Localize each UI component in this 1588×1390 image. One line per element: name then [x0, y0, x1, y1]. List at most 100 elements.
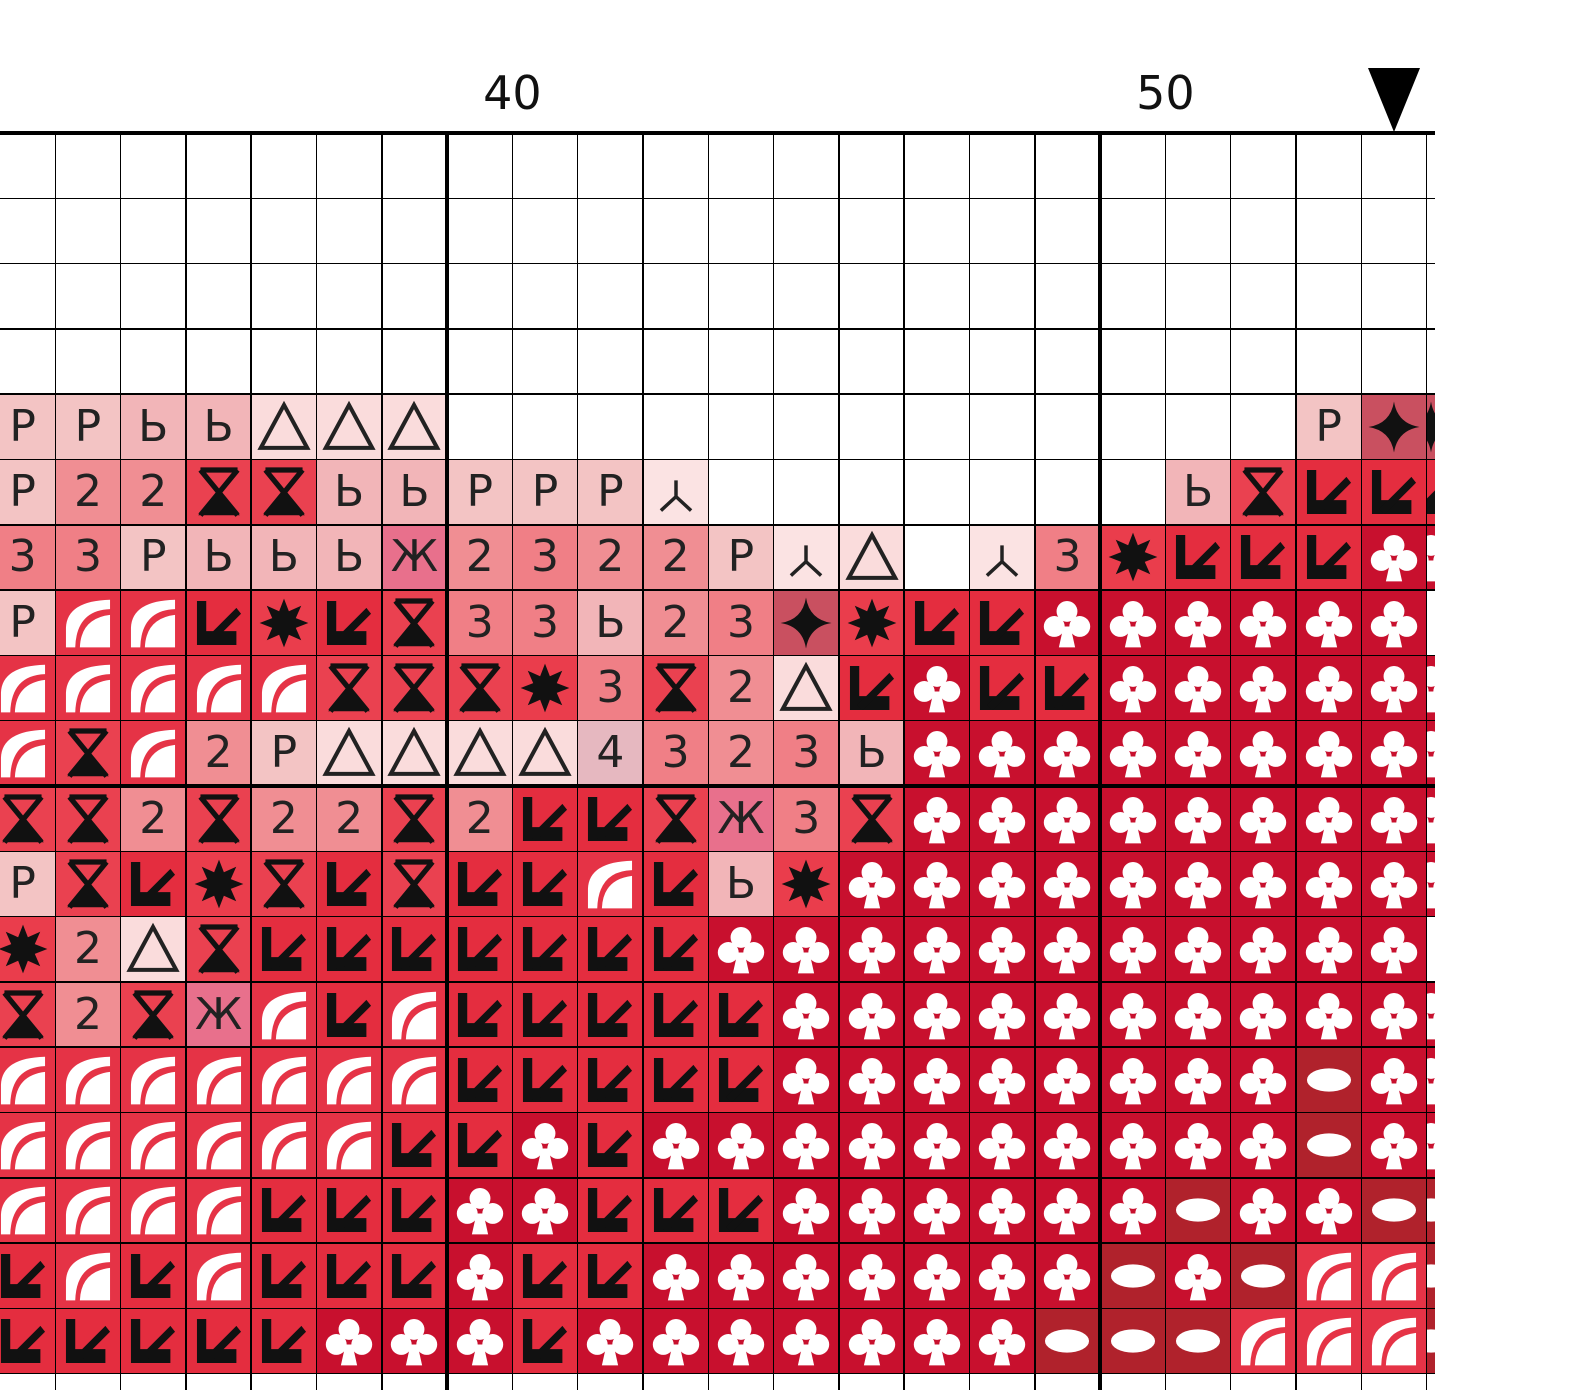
grid-line-horizontal: [0, 1242, 1435, 1244]
symbol-letter: 2: [726, 727, 755, 779]
three-prong-icon: [647, 463, 705, 521]
stitch-cell: [512, 720, 578, 786]
stitch-cell: [120, 1243, 186, 1309]
grid-line-horizontal: [0, 1177, 1435, 1179]
grid-line-horizontal: [0, 262, 1435, 265]
stitch-cell: [1230, 981, 1296, 1048]
stitch-cell: [643, 328, 709, 395]
stitch-cell: [1230, 1177, 1296, 1244]
stitch-cell: [1230, 590, 1296, 656]
stitch-cell: [838, 655, 905, 721]
oval-icon: [1104, 1312, 1162, 1370]
stitch-cell: [1361, 1112, 1427, 1178]
stitch-cell: [0, 916, 56, 982]
symbol-letter: 2: [465, 531, 494, 583]
club-icon: [1365, 659, 1423, 717]
stitch-cell: 3: [55, 524, 121, 591]
club-icon: [973, 1312, 1031, 1370]
stitch-cell: [316, 1308, 382, 1374]
stitch-cell: [708, 1177, 774, 1244]
quarter-arc-icon: [59, 1181, 117, 1239]
stitch-cell: [120, 981, 186, 1048]
club-icon: [908, 1116, 966, 1174]
quarter-arc-icon: [190, 659, 248, 717]
grid-line-horizontal: [0, 1111, 1435, 1114]
stitch-cell: [512, 786, 578, 852]
grid-line-vertical: [119, 133, 122, 1390]
stitch-cell: [1100, 916, 1166, 982]
stitch-cell: [1230, 655, 1296, 721]
stitch-cell: [447, 720, 513, 786]
grid-line-vertical: [381, 133, 383, 1390]
stitch-cell: [0, 981, 56, 1048]
club-icon: [908, 1247, 966, 1305]
stitch-cell: [1165, 1308, 1231, 1374]
stitch-cell: [512, 133, 578, 199]
stitch-cell: [381, 1177, 448, 1244]
stitch-cell: Р: [708, 524, 774, 591]
club-icon: [1169, 986, 1227, 1044]
stitch-cell: [185, 655, 252, 721]
stitch-cell: [969, 328, 1035, 395]
club-icon: [1365, 724, 1423, 782]
stitch-cell: [1034, 981, 1101, 1048]
stitch-cell: [381, 133, 448, 199]
club-icon: [1038, 1181, 1096, 1239]
stitch-cell: [773, 1243, 839, 1309]
club-icon: [1426, 1116, 1435, 1174]
grid-line-horizontal: [0, 1046, 1435, 1048]
stitch-cell: [447, 263, 513, 329]
corner-arrow-icon: [385, 1116, 443, 1174]
club-icon: [1104, 986, 1162, 1044]
stitch-cell: [1296, 655, 1362, 721]
corner-arrow-icon: [1234, 528, 1292, 586]
quarter-arc-icon: [59, 1116, 117, 1174]
stitch-cell: [1034, 1112, 1101, 1178]
stitch-cell: [1165, 198, 1231, 264]
stitch-cell: [316, 916, 382, 982]
stitch-cell: [1100, 981, 1166, 1048]
corner-arrow-icon: [516, 986, 574, 1044]
stitch-cell: Р: [447, 459, 513, 525]
quarter-arc-icon: [1300, 1312, 1358, 1370]
corner-arrow-icon: [581, 790, 639, 848]
stitch-cell: [1426, 786, 1435, 852]
quarter-arc-icon: [59, 659, 117, 717]
club-icon: [1234, 855, 1292, 913]
club-icon: [1365, 528, 1423, 586]
oval-icon: [1234, 1247, 1292, 1305]
corner-arrow-icon: [451, 986, 509, 1044]
stitch-cell: [904, 1243, 970, 1309]
quarter-arc-icon: [124, 594, 182, 652]
triangle-outline-icon: [255, 398, 313, 456]
stitch-cell: [1296, 459, 1362, 525]
stitch-cell: Ь: [381, 459, 448, 525]
stitch-cell: [838, 786, 905, 852]
stitch-cell: [1230, 916, 1296, 982]
stitch-cell: [55, 133, 121, 199]
stitch-cell: Ж: [708, 786, 774, 852]
symbol-letter: Р: [9, 466, 36, 518]
stitch-cell: [1165, 786, 1231, 852]
stitch-cell: [1361, 851, 1427, 917]
stitch-cell: [120, 1308, 186, 1374]
stitch-cell: [838, 916, 905, 982]
corner-arrow-icon: [320, 855, 378, 913]
stitch-cell: [1426, 524, 1435, 591]
symbol-letter: 2: [661, 596, 690, 648]
symbol-letter: Ь: [1182, 466, 1214, 518]
symbol-letter: Р: [270, 727, 298, 779]
stitch-cell: [0, 133, 56, 199]
stitch-cell: [55, 851, 121, 917]
symbol-letter: Р: [139, 531, 167, 583]
stitch-cell: [577, 328, 643, 395]
stitch-cell: [251, 655, 317, 721]
symbol-letter: Р: [531, 466, 559, 518]
stitch-cell: [838, 524, 905, 591]
stitch-cell: Ь: [577, 590, 643, 656]
club-icon: [647, 1116, 705, 1174]
corner-arrow-icon: [255, 1181, 313, 1239]
stitch-cell: [1100, 590, 1166, 656]
symbol-letter: 3: [73, 531, 102, 583]
hourglass-x-icon: [59, 724, 117, 782]
